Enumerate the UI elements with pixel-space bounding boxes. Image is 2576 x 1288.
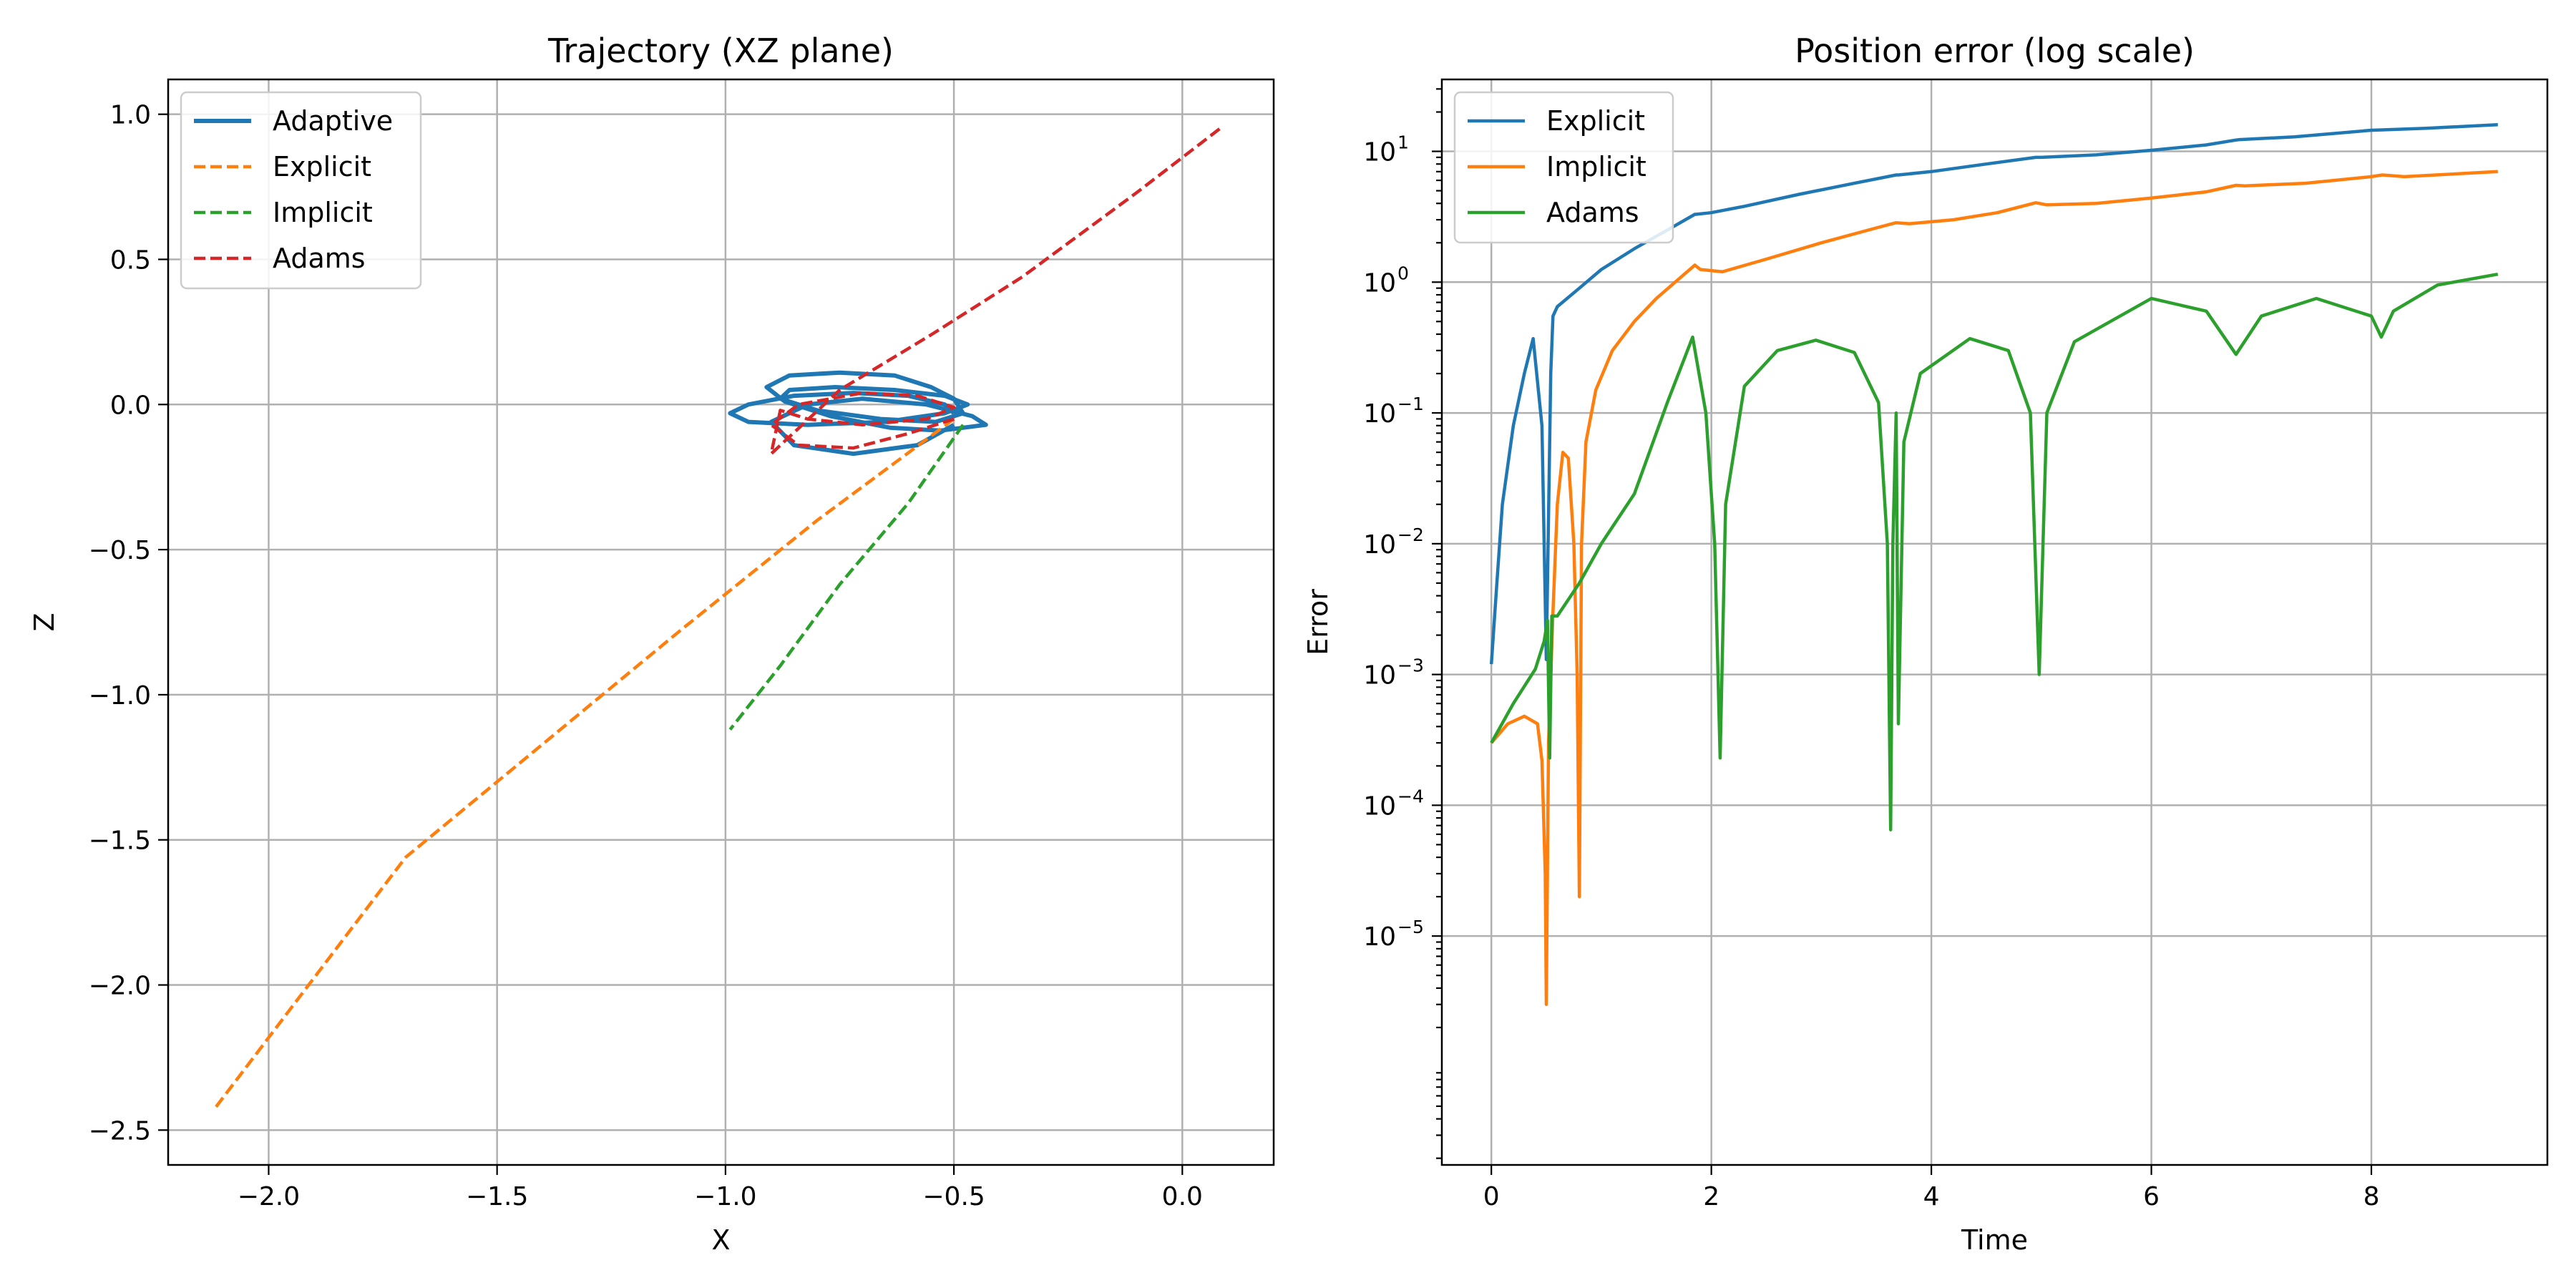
y-tick-label: 10 bbox=[1363, 791, 1396, 821]
y-tick-exponent: 1 bbox=[1397, 132, 1409, 153]
trajectory-y-axis-label: Z bbox=[29, 613, 60, 631]
legend-label-explicit: Explicit bbox=[1546, 105, 1645, 137]
error-title: Position error (log scale) bbox=[1795, 31, 2195, 70]
legend-label-adams: Adams bbox=[1546, 197, 1639, 228]
x-tick-label: −2.0 bbox=[238, 1182, 300, 1211]
y-tick-exponent: −4 bbox=[1397, 786, 1424, 806]
error-grid bbox=[1442, 79, 2547, 1165]
y-tick-label: 1.0 bbox=[110, 101, 151, 130]
series-line-adams bbox=[1490, 272, 2499, 831]
error-x-axis-label: Time bbox=[1961, 1224, 2028, 1256]
y-tick-label: 10 bbox=[1363, 138, 1396, 167]
legend-label-implicit: Implicit bbox=[1546, 151, 1646, 182]
legend-label-implicit: Implicit bbox=[273, 197, 373, 228]
y-tick-exponent: 0 bbox=[1397, 263, 1409, 283]
y-tick-label: 10 bbox=[1363, 399, 1396, 429]
y-tick-label: −0.5 bbox=[89, 536, 151, 565]
trajectory-legend: Adaptive Explicit Implicit Adams bbox=[180, 91, 422, 290]
x-tick-label: −1.0 bbox=[694, 1182, 756, 1211]
y-tick-label: 10 bbox=[1363, 922, 1396, 952]
legend-box bbox=[180, 91, 422, 290]
y-tick-label: 10 bbox=[1363, 268, 1396, 298]
y-tick-exponent: −1 bbox=[1397, 394, 1424, 414]
trajectory-title: Trajectory (XZ plane) bbox=[547, 31, 894, 70]
x-tick-label: 2 bbox=[1703, 1182, 1719, 1211]
error-panel: Position error (log scale) 0 2 4 6 810−510−4… bbox=[1302, 31, 2549, 1256]
x-tick-label: −1.5 bbox=[466, 1182, 528, 1211]
y-tick-label: 0.0 bbox=[110, 391, 151, 420]
y-tick-exponent: −3 bbox=[1397, 655, 1424, 676]
series-line-implicit bbox=[728, 424, 965, 731]
legend-label-adaptive: Adaptive bbox=[273, 105, 393, 137]
trajectory-series bbox=[213, 125, 1225, 1111]
trajectory-axes-frame bbox=[167, 78, 1275, 1166]
error-legend: Explicit Implicit Adams bbox=[1453, 91, 1674, 244]
legend-label-adams: Adams bbox=[273, 243, 366, 274]
legend-label-explicit: Explicit bbox=[273, 151, 371, 182]
series-line-explicit bbox=[1489, 122, 2498, 665]
y-tick-label: 0.5 bbox=[110, 245, 151, 275]
y-tick-exponent: −2 bbox=[1397, 525, 1424, 545]
x-tick-label: 0.0 bbox=[1162, 1182, 1203, 1211]
y-tick-label: 10 bbox=[1363, 530, 1396, 560]
legend-box bbox=[1453, 91, 1674, 244]
series-line-adams bbox=[769, 125, 1225, 456]
series-line-adaptive bbox=[728, 370, 988, 457]
trajectory-x-axis-label: X bbox=[711, 1224, 730, 1256]
y-tick-label: −1.0 bbox=[89, 681, 151, 711]
error-series bbox=[1489, 122, 2499, 1006]
series-line-explicit bbox=[213, 417, 955, 1111]
y-tick-exponent: −5 bbox=[1397, 917, 1424, 937]
y-tick-label: −2.0 bbox=[89, 972, 151, 1001]
error-y-axis-label: Error bbox=[1302, 589, 1334, 655]
x-tick-label: −0.5 bbox=[922, 1182, 985, 1211]
y-tick-label: 10 bbox=[1363, 661, 1396, 691]
y-tick-label: −2.5 bbox=[89, 1116, 151, 1146]
x-tick-label: 4 bbox=[1923, 1182, 1940, 1211]
x-tick-label: 0 bbox=[1483, 1182, 1500, 1211]
trajectory-panel: Trajectory (XZ plane) −2.0 −1.5 −1.0 −0.5 0.… bbox=[29, 31, 1275, 1256]
trajectory-ticks: −2.0 −1.5 −1.0 −0.5 0.0 −2.5 −2.0 −1.5 −1.0 −0.5 0… bbox=[89, 101, 1203, 1211]
y-tick-label: −1.5 bbox=[89, 826, 151, 856]
x-tick-label: 6 bbox=[2143, 1182, 2160, 1211]
error-axes-frame bbox=[1440, 78, 2549, 1166]
x-tick-label: 8 bbox=[2363, 1182, 2380, 1211]
